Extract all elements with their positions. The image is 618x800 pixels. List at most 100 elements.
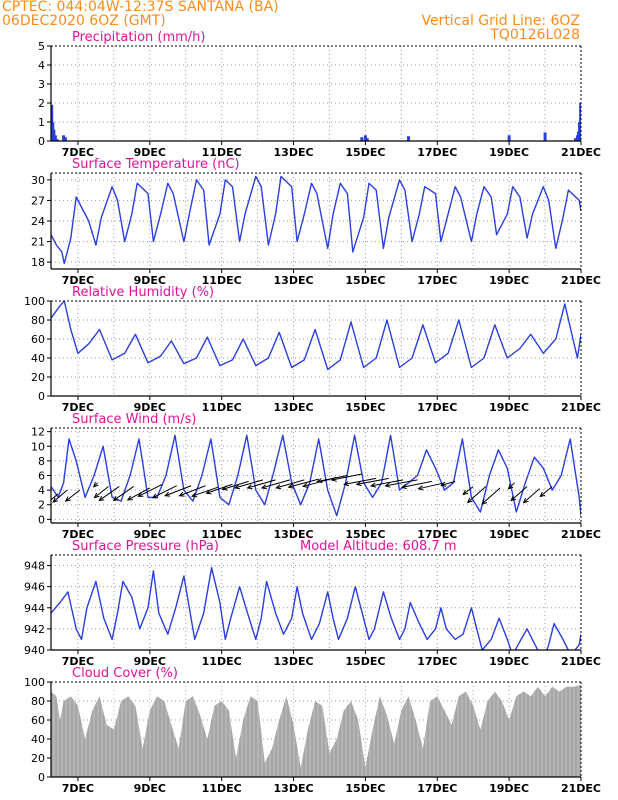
precip-bar [574, 138, 578, 141]
wind-wind-arrow-head [400, 483, 407, 490]
wind-wind-arrow-head [205, 489, 212, 495]
pressure-xtick-label: 19DEC [489, 655, 529, 668]
wind-wind-arrow-head [481, 499, 488, 505]
wind-wind-arrow-head [93, 492, 100, 499]
precip-bar [53, 135, 57, 141]
temp-xtick-label: 21DEC [561, 274, 601, 287]
cloud-marks [51, 682, 581, 777]
precip-xtick-label: 9DEC [134, 146, 166, 159]
pressure-series-line [51, 567, 581, 650]
rh-ytick-label: 20 [31, 371, 45, 384]
temp-xtick-label: 9DEC [134, 274, 166, 287]
wind-wind-arrow [138, 483, 163, 497]
precip-ytick-label: 0 [38, 135, 45, 148]
wind-series-line [51, 434, 581, 517]
wind-wind-arrow [51, 493, 59, 501]
header-date: 06DEC2020 6OZ (GMT) [2, 13, 166, 29]
wind-xtick-label: 11DEC [202, 528, 242, 541]
wind-xtick-label: 7DEC [62, 528, 94, 541]
cloud-xtick-label: 11DEC [202, 782, 242, 795]
pressure-ytick-label: 946 [24, 581, 45, 594]
wind-wind-arrow [179, 485, 206, 497]
precip-xtick-label: 17DEC [417, 146, 457, 159]
precip-bar [507, 135, 511, 141]
wind-wind-arrow [462, 486, 474, 495]
pressure-annotation: Model Altitude: 608.7 m [300, 539, 457, 554]
wind-wind-arrow-head [316, 478, 323, 484]
precip-xtick-label: 21DEC [561, 146, 601, 159]
temp-xtick-label: 13DEC [274, 274, 314, 287]
rh-xtick-label: 9DEC [134, 401, 166, 414]
wind-wind-arrow-head [301, 482, 309, 488]
wind-wind-arrow-head [151, 493, 158, 499]
precip-bar [579, 103, 581, 141]
wind-wind-arrow-head [330, 476, 337, 482]
cloud-ytick-label: 100 [24, 676, 45, 689]
wind-wind-arrow [331, 473, 362, 481]
wind-wind-arrow [261, 479, 291, 489]
wind-wind-arrow-head [52, 497, 59, 503]
wind-wind-arrow-head [126, 495, 133, 501]
wind-wind-arrow [98, 486, 120, 501]
wind-wind-arrow-head [462, 489, 469, 496]
wind-wind-arrow-head [233, 484, 240, 490]
wind-wind-arrow-head [221, 485, 228, 491]
cloud-xtick-label: 19DEC [489, 782, 529, 795]
precip-xtick-label: 15DEC [345, 146, 385, 159]
wind-wind-arrow-head [355, 481, 362, 487]
precip-xtick-label: 13DEC [274, 146, 314, 159]
wind-ytick-label: 8 [38, 455, 45, 468]
rh-marks [51, 301, 581, 371]
wind-ytick-label: 10 [31, 440, 45, 453]
wind-wind-arrow [234, 479, 264, 489]
pressure-xtick-label: 11DEC [202, 655, 242, 668]
rh-title: Relative Humidity (%) [72, 285, 214, 300]
rh-xtick-label: 7DEC [62, 401, 94, 414]
wind-ytick-label: 4 [38, 484, 45, 497]
temp-series-line [51, 175, 581, 265]
wind-wind-arrow [371, 479, 404, 487]
wind-wind-arrow [94, 486, 109, 498]
pressure-xtick-label: 21DEC [561, 655, 601, 668]
temp-xtick-label: 17DEC [417, 274, 457, 287]
precip-xtick-label: 11DEC [202, 146, 242, 159]
precip-xtick-label: 19DEC [489, 146, 529, 159]
wind-wind-arrow-head [369, 482, 377, 488]
temp-ytick-label: 21 [31, 236, 45, 249]
wind-wind-arrow [152, 485, 177, 499]
wind-marks [51, 434, 581, 517]
rh-ytick-label: 80 [31, 314, 45, 327]
wind-wind-arrow [481, 487, 501, 505]
wind-wind-arrow-head [522, 497, 529, 504]
rh-series-line [51, 301, 581, 371]
wind-wind-arrow-head [191, 492, 198, 498]
wind-wind-arrow-head [384, 482, 391, 488]
rh-xtick-label: 15DEC [345, 401, 385, 414]
wind-xtick-label: 15DEC [345, 528, 385, 541]
cloud-xtick-label: 13DEC [274, 782, 314, 795]
cloud-ytick-label: 0 [38, 771, 45, 784]
wind-wind-arrow-head [287, 483, 294, 489]
temp-xtick-label: 19DEC [489, 274, 529, 287]
wind-wind-arrow [356, 477, 389, 485]
wind-xtick-label: 13DEC [274, 528, 314, 541]
wind-wind-arrow-head [260, 484, 267, 490]
pressure-xtick-label: 13DEC [274, 655, 314, 668]
cloud-xtick-label: 7DEC [62, 782, 94, 795]
wind-wind-arrow-head [92, 481, 99, 488]
wind-wind-arrow-head [137, 491, 144, 497]
rh-xtick-label: 19DEC [489, 401, 529, 414]
wind-wind-arrow-head [343, 481, 350, 487]
wind-wind-arrow [523, 488, 541, 504]
wind-wind-arrow [276, 479, 305, 489]
precip-ytick-label: 4 [38, 59, 45, 72]
cloud-ytick-label: 60 [31, 714, 45, 727]
temp-marks [51, 175, 581, 265]
wind-wind-arrow-head [51, 502, 52, 504]
wind-wind-arrow [385, 479, 418, 487]
temp-ytick-label: 24 [31, 215, 45, 228]
header-station: CPTEC: 044:04W-12:37S SANTANA (BA) [2, 0, 279, 15]
wind-wind-arrow [401, 480, 432, 488]
wind-wind-arrow-head [98, 495, 105, 502]
precip-bar [63, 137, 67, 141]
